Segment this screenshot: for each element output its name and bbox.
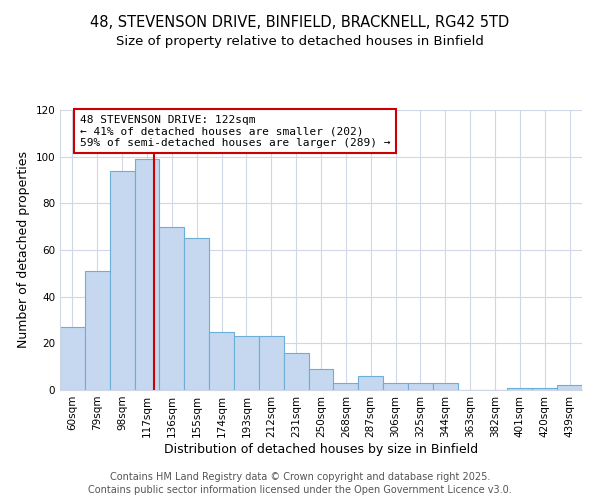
Bar xyxy=(334,383,358,390)
Bar xyxy=(408,383,433,390)
Bar xyxy=(160,226,184,390)
X-axis label: Distribution of detached houses by size in Binfield: Distribution of detached houses by size … xyxy=(164,442,478,456)
Text: Contains public sector information licensed under the Open Government Licence v3: Contains public sector information licen… xyxy=(88,485,512,495)
Bar xyxy=(557,386,582,390)
Bar xyxy=(134,159,160,390)
Bar xyxy=(383,383,408,390)
Bar xyxy=(110,170,134,390)
Text: Size of property relative to detached houses in Binfield: Size of property relative to detached ho… xyxy=(116,35,484,48)
Bar xyxy=(308,369,334,390)
Y-axis label: Number of detached properties: Number of detached properties xyxy=(17,152,30,348)
Bar xyxy=(433,383,458,390)
Bar xyxy=(284,352,308,390)
Bar xyxy=(259,336,284,390)
Bar xyxy=(85,271,110,390)
Text: 48 STEVENSON DRIVE: 122sqm
← 41% of detached houses are smaller (202)
59% of sem: 48 STEVENSON DRIVE: 122sqm ← 41% of deta… xyxy=(80,114,391,148)
Bar xyxy=(209,332,234,390)
Text: 48, STEVENSON DRIVE, BINFIELD, BRACKNELL, RG42 5TD: 48, STEVENSON DRIVE, BINFIELD, BRACKNELL… xyxy=(91,15,509,30)
Bar xyxy=(234,336,259,390)
Text: Contains HM Land Registry data © Crown copyright and database right 2025.: Contains HM Land Registry data © Crown c… xyxy=(110,472,490,482)
Bar xyxy=(60,327,85,390)
Bar xyxy=(532,388,557,390)
Bar xyxy=(358,376,383,390)
Bar xyxy=(184,238,209,390)
Bar xyxy=(508,388,532,390)
